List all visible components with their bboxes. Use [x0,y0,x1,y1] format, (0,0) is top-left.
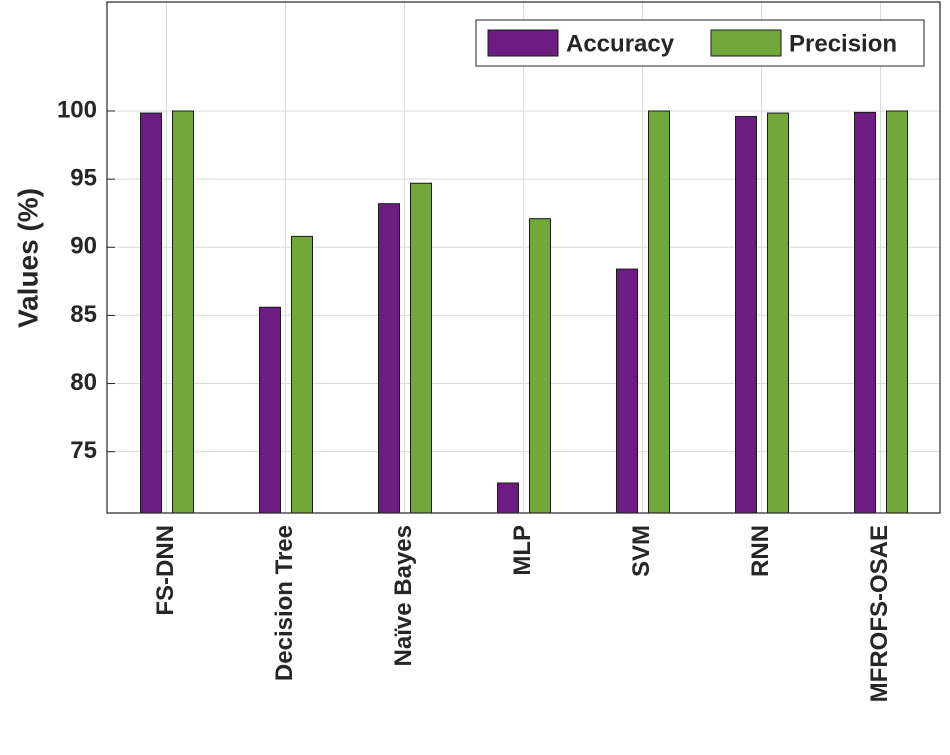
y-tick-label: 85 [70,301,97,328]
bar [616,268,638,514]
bar [291,235,313,514]
bar [735,115,757,514]
bar [378,203,400,514]
x-tick-label: Decision Tree [271,525,298,681]
bar [140,112,162,514]
y-tick-label: 80 [70,369,97,396]
x-tick-label: Naïve Bayes [390,525,417,666]
y-axis-label: Values (%) [12,188,43,328]
legend-swatch [710,29,782,57]
bar [767,112,789,514]
legend-swatch [487,29,559,57]
bar [172,110,194,514]
legend-label: Accuracy [566,30,675,57]
y-tick-label: 75 [70,437,97,464]
bar [497,482,519,514]
x-tick-label: RNN [747,525,774,577]
bar [410,182,432,514]
plot-frame [106,1,941,514]
bar [259,306,281,514]
bar [886,110,908,514]
y-tick-label: 100 [57,96,97,123]
bar [648,110,670,514]
x-tick-label: MFROFS-OSAE [866,525,893,702]
legend-label: Precision [789,30,897,57]
y-tick-label: 95 [70,164,97,191]
bar [529,218,551,514]
x-tick-label: SVM [628,525,655,577]
bar [854,111,876,514]
x-tick-label: MLP [509,525,536,576]
y-tick-label: 90 [70,233,97,260]
x-tick-label: FS-DNN [152,525,179,616]
